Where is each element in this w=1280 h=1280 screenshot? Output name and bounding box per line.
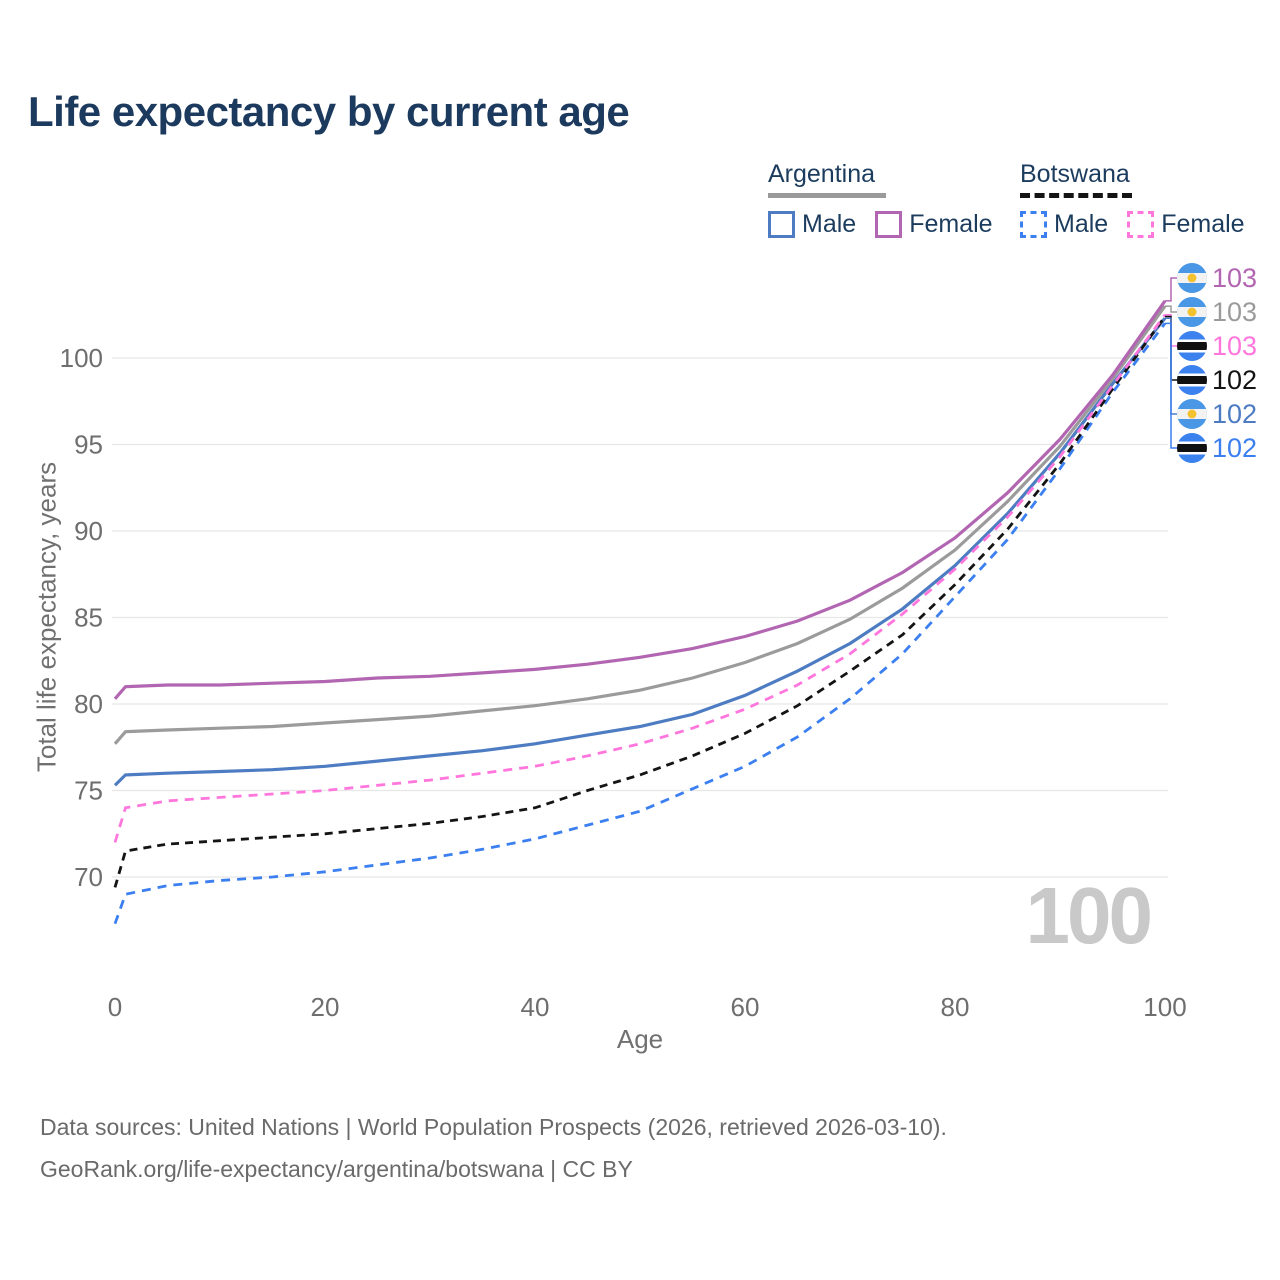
argentina-female-label[interactable]: Female [909,210,993,238]
x-tick-label-80: 80 [941,992,970,1022]
legend-row-argentina: Male Female [768,210,993,239]
leader-line-argentina-total [1165,305,1177,313]
x-tick-label-20: 20 [311,992,340,1022]
argentina-female-checkbox[interactable] [875,211,903,238]
legend-country-botswana[interactable]: Botswana [1020,160,1130,188]
series-line-argentina-male[interactable] [113,317,1167,787]
series-line-botswana-total[interactable] [113,315,1167,888]
end-value-label-argentina-female: 103 [1212,263,1257,293]
chart-title: Life expectancy by current age [28,88,630,135]
legend-country-argentina[interactable]: Argentina [768,160,876,188]
legend-group-argentina: Argentina Male Female [768,160,993,239]
y-tick-label-75: 75 [74,776,103,806]
series-line-botswana-female[interactable] [113,313,1167,843]
x-tick-label-60: 60 [731,992,760,1022]
botswana-female-checkbox[interactable] [1127,211,1155,238]
botswana-male-checkbox[interactable] [1020,211,1047,238]
leader-line-argentina-female [1165,277,1177,302]
y-tick-label-80: 80 [74,689,103,719]
end-value-label-botswana-total: 102 [1212,365,1257,395]
series-line-botswana-male[interactable] [113,322,1167,925]
x-tick-label-100: 100 [1143,992,1186,1022]
botswana-line-style-swatch [1020,193,1132,198]
footer-sources-line: Data sources: United Nations | World Pop… [40,1114,947,1140]
argentina-male-checkbox[interactable] [768,211,795,238]
botswana-flag-icon [1177,365,1207,395]
argentina-flag-icon [1177,399,1207,429]
end-value-label-argentina-total: 103 [1212,297,1257,327]
footer-attribution-line: GeoRank.org/life-expectancy/argentina/bo… [40,1156,633,1183]
footer: Data sources: United Nations | World Pop… [40,1106,947,1191]
leader-line-botswana-male [1165,322,1177,449]
argentina-line-style-swatch [768,193,886,198]
botswana-flag-icon [1177,433,1207,463]
argentina-flag-icon [1177,297,1207,327]
x-axis-title: Age [616,1024,664,1054]
argentina-male-label[interactable]: Male [802,210,857,238]
legend-group-botswana: Botswana Male Female [1020,160,1245,239]
series-line-argentina-total[interactable] [113,305,1167,745]
series-line-argentina-female[interactable] [113,299,1167,700]
legend-row-botswana: Male Female [1020,210,1245,239]
botswana-flag-icon [1177,331,1207,361]
y-tick-label-95: 95 [74,430,103,460]
end-value-label-botswana-female: 103 [1212,331,1257,361]
botswana-female-label[interactable]: Female [1161,210,1245,238]
y-tick-label-100: 100 [60,343,103,373]
argentina-flag-icon [1177,263,1207,293]
y-tick-label-90: 90 [74,516,103,546]
y-tick-label-70: 70 [74,862,103,892]
y-tick-label-85: 85 [74,603,103,633]
end-value-label-botswana-male: 102 [1212,433,1257,463]
x-tick-label-0: 0 [108,992,122,1022]
x-tick-label-40: 40 [521,992,550,1022]
end-value-label-argentina-male: 102 [1212,399,1257,429]
age-watermark: 100 [1025,871,1153,960]
y-axis-title: Total life expectancy, years [31,461,62,773]
botswana-male-label[interactable]: Male [1054,210,1109,238]
